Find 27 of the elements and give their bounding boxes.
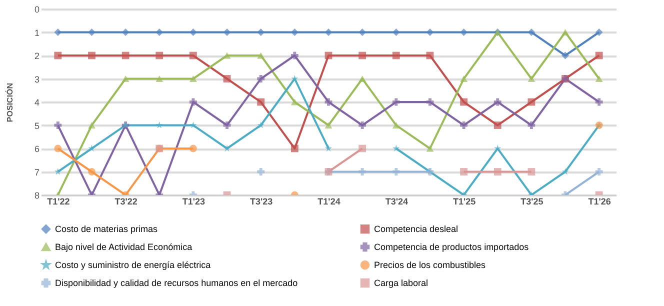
y-tick-label: 8 <box>34 190 40 200</box>
y-axis-title: POSICIÓN <box>4 82 14 122</box>
x-tick-label: T1'22 <box>47 196 70 206</box>
legend-label: Carga laboral <box>374 278 428 288</box>
x-tick-label: T1'25 <box>452 196 476 206</box>
y-tick-label: 5 <box>34 120 40 131</box>
x-tick-label: T1'23 <box>182 196 206 206</box>
y-tick-label: 0 <box>34 4 40 14</box>
legend-label: Costo y suministro de energía eléctrica <box>55 260 211 270</box>
legend-label: Competencia desleal <box>374 224 458 234</box>
x-tick-label: T3'24 <box>385 196 408 206</box>
x-tick-label: T1'24 <box>318 196 340 206</box>
y-tick-label: 6 <box>34 144 40 154</box>
x-tick-label: T3'23 <box>250 196 273 206</box>
y-tick-label: 3 <box>34 74 40 84</box>
legend-label: Bajo nivel de Actividad Económica <box>55 242 192 252</box>
legend-label: Costo de materias primas <box>55 224 158 234</box>
y-tick-label: 4 <box>34 98 40 108</box>
legend-label: Disponibilidad y calidad de recursos humanos en el mercado <box>55 278 298 288</box>
y-tick-label: 1 <box>34 28 40 38</box>
x-tick-label: T3'25 <box>520 196 544 206</box>
x-tick-label: T3'22 <box>114 196 138 206</box>
y-tick-label: 7 <box>34 167 40 178</box>
legend-label: Competencia de productos importados <box>374 242 530 252</box>
y-tick-label: 2 <box>34 51 40 61</box>
legend-label: Precios de los combustibles <box>374 260 486 270</box>
x-tick-label: T1'26 <box>588 196 611 206</box>
